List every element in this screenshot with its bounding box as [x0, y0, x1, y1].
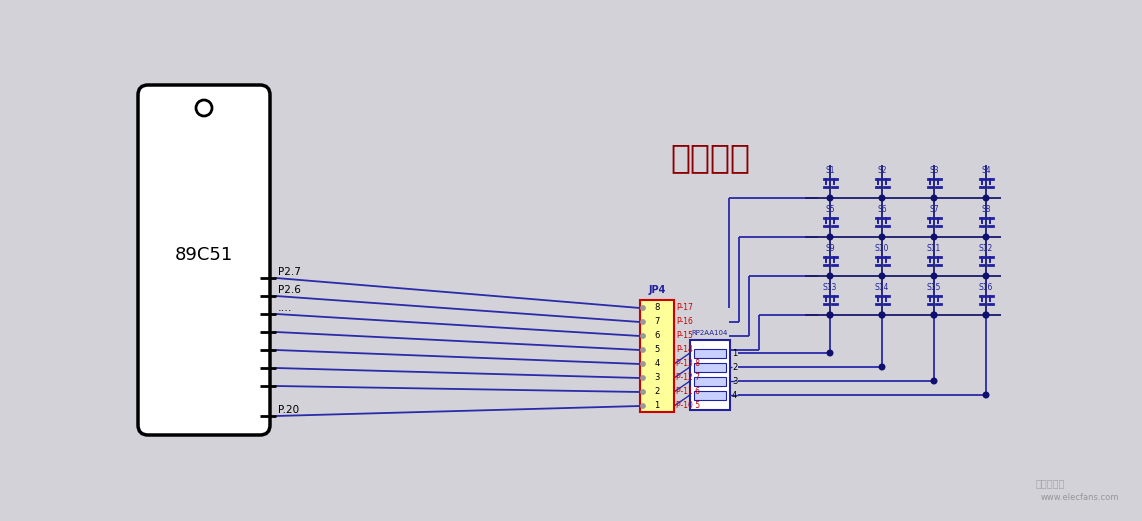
Circle shape — [879, 312, 885, 318]
Text: S11: S11 — [927, 244, 941, 253]
Text: S9: S9 — [826, 244, 835, 253]
Circle shape — [931, 195, 936, 201]
Circle shape — [641, 320, 645, 324]
Text: 3: 3 — [732, 377, 738, 386]
Text: 1: 1 — [654, 402, 660, 411]
Circle shape — [641, 390, 645, 394]
Text: ....: .... — [278, 303, 292, 313]
Circle shape — [931, 273, 936, 279]
Text: 7: 7 — [654, 317, 660, 327]
Circle shape — [641, 362, 645, 366]
Text: www.elecfans.com: www.elecfans.com — [1040, 493, 1119, 502]
Bar — [694, 349, 726, 358]
Circle shape — [827, 350, 833, 356]
Text: JP4: JP4 — [649, 285, 666, 295]
Text: S3: S3 — [930, 166, 939, 175]
Text: 3: 3 — [654, 374, 660, 382]
Text: P-14: P-14 — [676, 345, 693, 354]
Text: 2: 2 — [732, 363, 738, 372]
Text: S15: S15 — [927, 283, 941, 292]
Text: P-13 8: P-13 8 — [676, 359, 700, 368]
Circle shape — [931, 234, 936, 240]
Text: P-17: P-17 — [676, 304, 693, 313]
Text: 8: 8 — [654, 304, 660, 313]
Circle shape — [931, 312, 936, 318]
Circle shape — [827, 273, 833, 279]
Bar — [640, 300, 674, 412]
Bar — [694, 363, 726, 372]
Circle shape — [879, 234, 885, 240]
Circle shape — [827, 234, 833, 240]
Text: S16: S16 — [979, 283, 994, 292]
Circle shape — [879, 364, 885, 370]
Circle shape — [983, 312, 989, 318]
Text: S10: S10 — [875, 244, 890, 253]
Text: 1: 1 — [732, 349, 738, 358]
Circle shape — [879, 273, 885, 279]
Circle shape — [983, 392, 989, 398]
Text: S5: S5 — [826, 205, 835, 214]
Circle shape — [983, 234, 989, 240]
Circle shape — [196, 100, 212, 116]
Circle shape — [827, 312, 833, 318]
Circle shape — [641, 334, 645, 338]
Text: S14: S14 — [875, 283, 890, 292]
Circle shape — [827, 195, 833, 201]
Bar — [694, 377, 726, 386]
Text: S8: S8 — [981, 205, 991, 214]
Text: RP2AA104: RP2AA104 — [692, 330, 729, 336]
Text: 4: 4 — [732, 391, 738, 400]
Bar — [690, 340, 730, 410]
Text: 电子发烧友: 电子发烧友 — [1036, 478, 1064, 488]
Circle shape — [983, 195, 989, 201]
Text: S7: S7 — [930, 205, 939, 214]
Text: P-16: P-16 — [676, 317, 693, 327]
Circle shape — [879, 195, 885, 201]
Text: S6: S6 — [877, 205, 887, 214]
Text: S12: S12 — [979, 244, 994, 253]
Bar — [694, 391, 726, 400]
Text: P-11 6: P-11 6 — [676, 388, 700, 396]
Text: 2: 2 — [654, 388, 660, 396]
Text: S4: S4 — [981, 166, 991, 175]
Circle shape — [879, 312, 885, 318]
Text: S2: S2 — [877, 166, 886, 175]
Text: S13: S13 — [823, 283, 837, 292]
Circle shape — [641, 348, 645, 352]
Text: P2.7: P2.7 — [278, 267, 300, 277]
Text: P-15: P-15 — [676, 331, 693, 341]
Text: S1: S1 — [826, 166, 835, 175]
Text: 矩阵键盘: 矩阵键盘 — [670, 142, 750, 175]
Circle shape — [641, 376, 645, 380]
FancyBboxPatch shape — [138, 85, 270, 435]
Circle shape — [983, 312, 989, 318]
Text: 6: 6 — [654, 331, 660, 341]
Text: P2.6: P2.6 — [278, 285, 300, 295]
Circle shape — [641, 306, 645, 310]
Circle shape — [931, 312, 936, 318]
Text: P-12 7: P-12 7 — [676, 374, 700, 382]
Circle shape — [983, 273, 989, 279]
Text: P.20: P.20 — [278, 405, 299, 415]
Circle shape — [827, 312, 833, 318]
Circle shape — [641, 404, 645, 408]
Text: P-10 5: P-10 5 — [676, 402, 700, 411]
Text: 4: 4 — [654, 359, 660, 368]
Text: 5: 5 — [654, 345, 660, 354]
Text: 89C51: 89C51 — [175, 246, 233, 264]
Circle shape — [931, 378, 936, 384]
